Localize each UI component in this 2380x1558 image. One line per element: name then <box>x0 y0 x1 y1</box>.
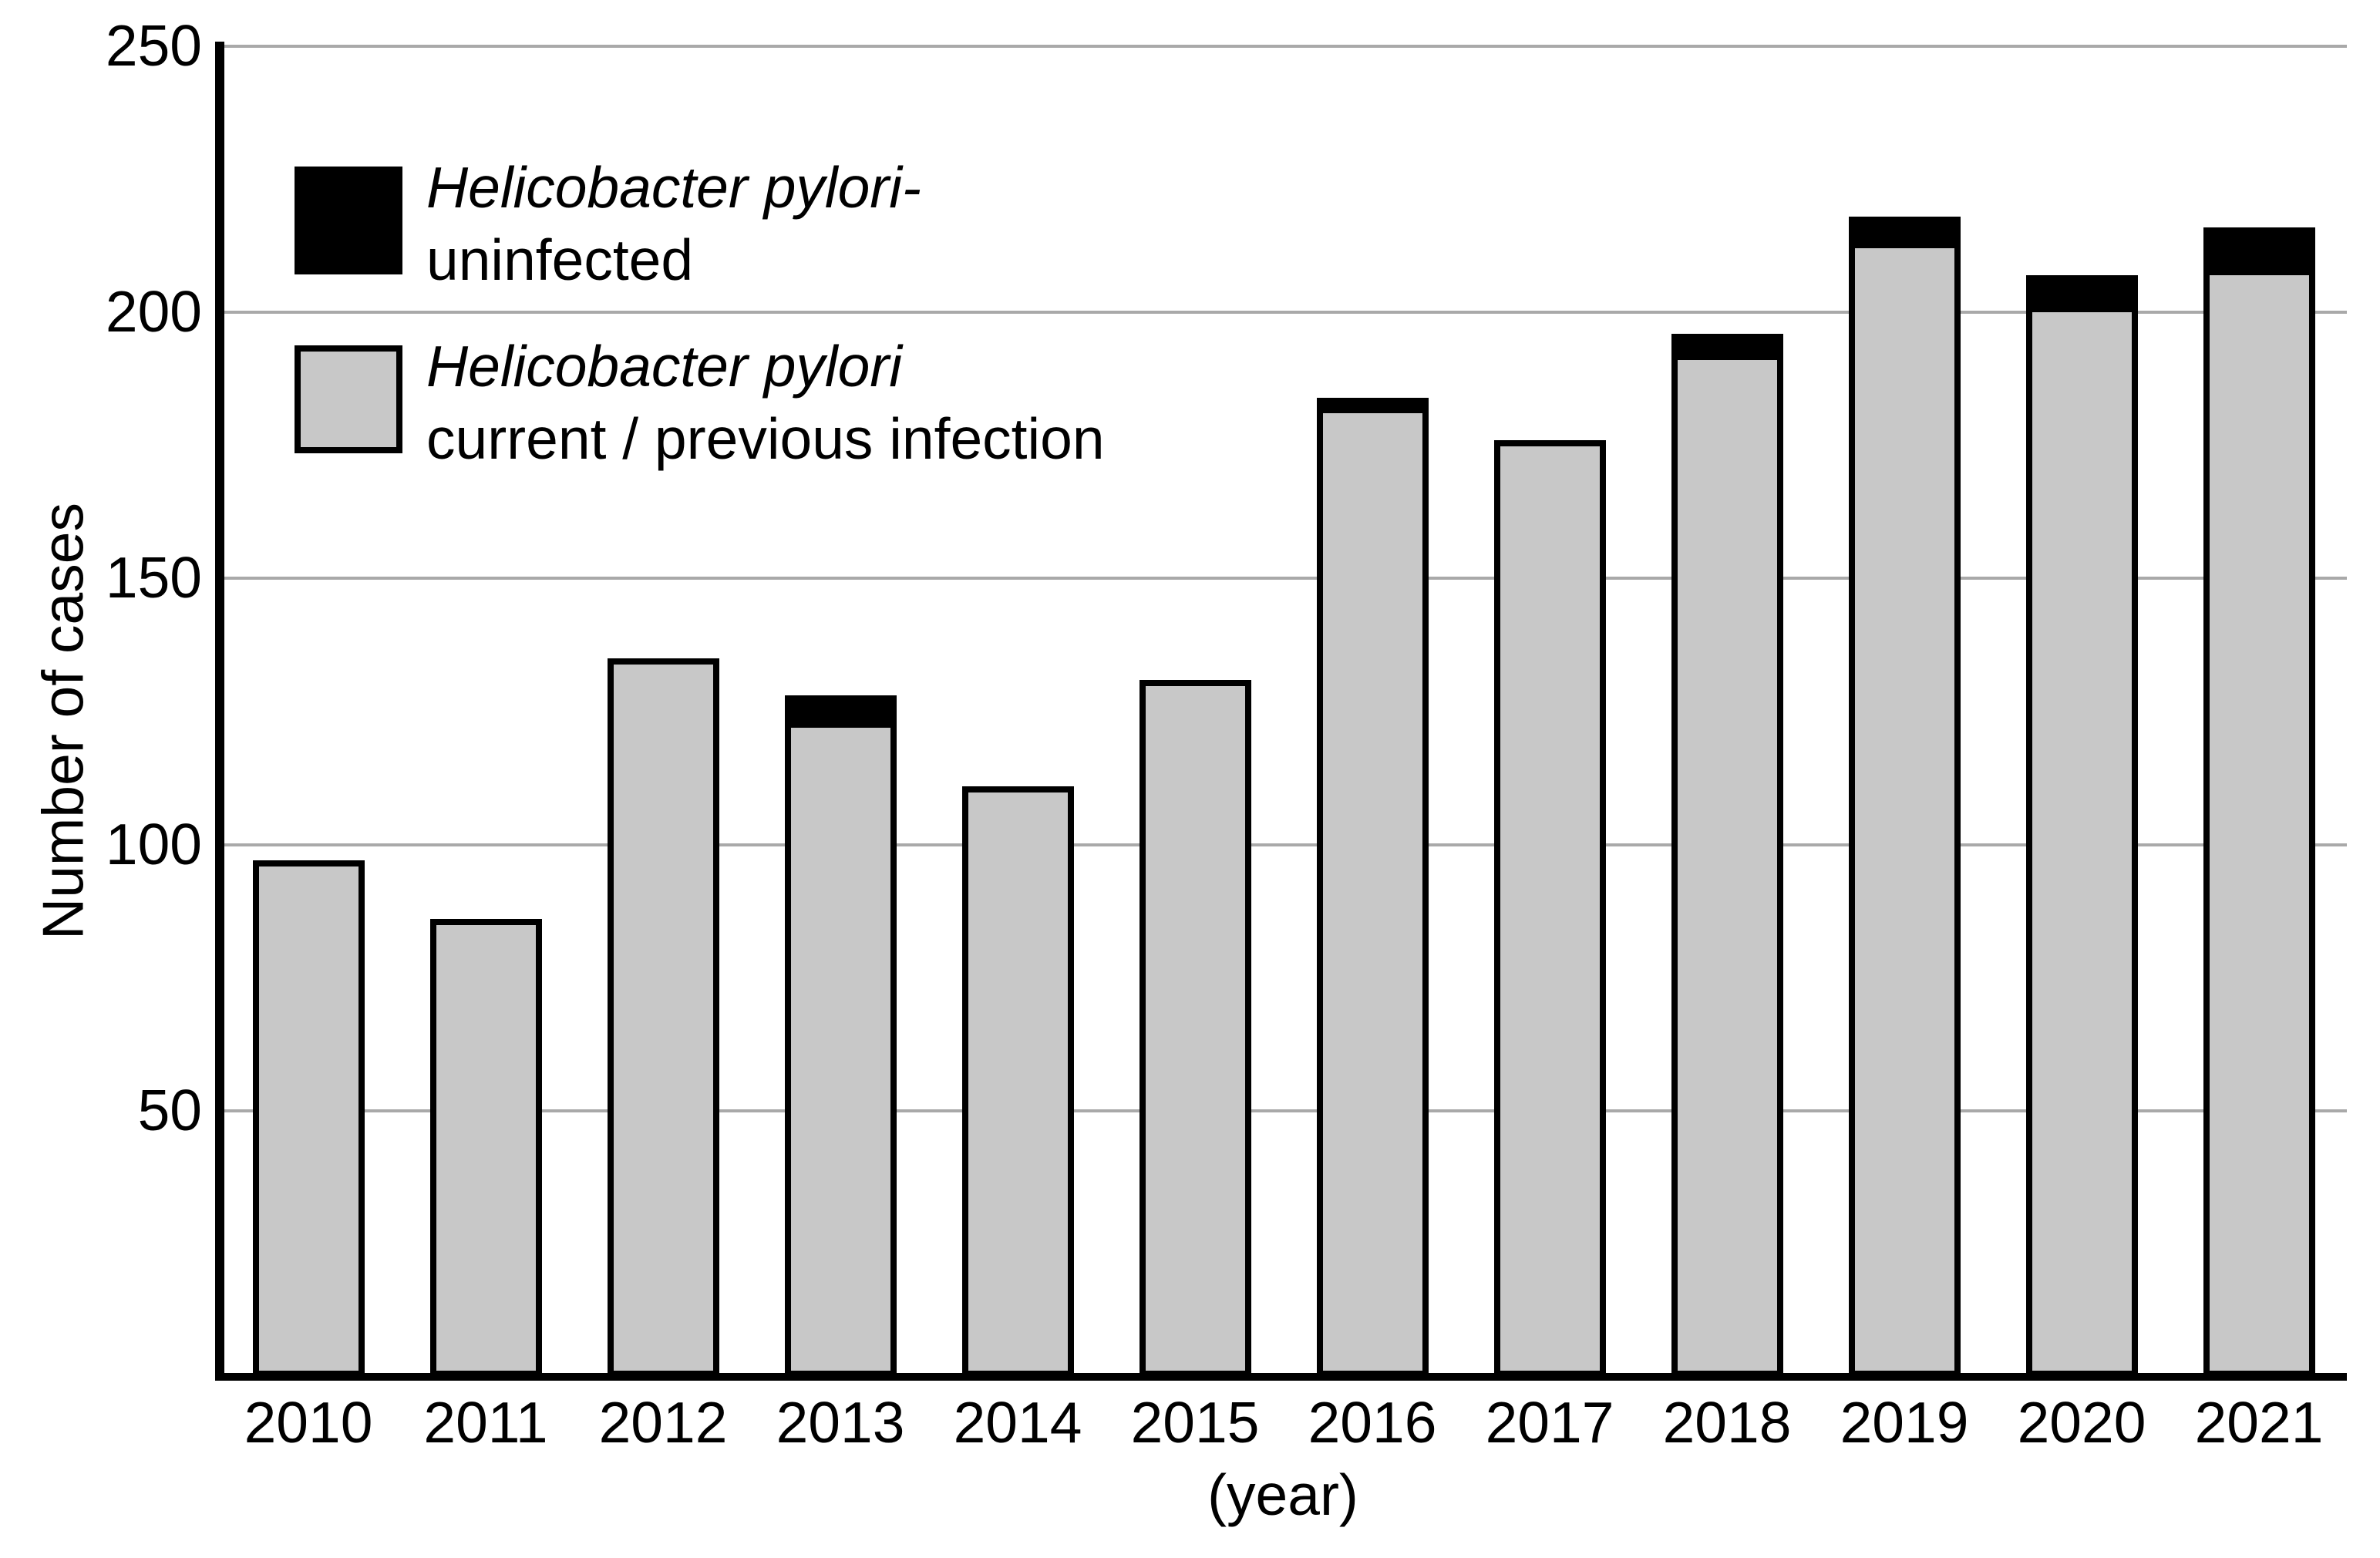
bar-2020-infected <box>2032 312 2132 1371</box>
bar-2018-infected <box>1677 360 1777 1371</box>
y-axis-line <box>215 42 224 1381</box>
x-axis-title: (year) <box>1207 1462 1358 1527</box>
x-tick-label-2014: 2014 <box>953 1390 1082 1455</box>
x-tick-label-2011: 2011 <box>423 1390 548 1455</box>
y-tick-label-250: 250 <box>105 13 202 78</box>
bar-2016-infected <box>1322 413 1422 1371</box>
x-tick-label-2016: 2016 <box>1308 1390 1437 1455</box>
gridline-50 <box>220 1109 2347 1112</box>
gridline-150 <box>220 577 2347 580</box>
bar-2012-infected <box>613 664 713 1371</box>
x-tick-label-2020: 2020 <box>2017 1390 2146 1455</box>
bar-2015-infected <box>1145 685 1245 1371</box>
bar-2014-infected <box>968 792 1068 1371</box>
gridline-200 <box>220 311 2347 315</box>
x-tick-label-2017: 2017 <box>1485 1390 1614 1455</box>
bar-2013-infected <box>790 727 890 1371</box>
legend-swatch-uninfected <box>295 167 402 274</box>
bar-2021-infected <box>2209 274 2309 1371</box>
gridline-100 <box>220 843 2347 846</box>
x-tick-label-2015: 2015 <box>1130 1390 1260 1455</box>
bar-2011-infected <box>436 925 536 1371</box>
legend-infected-line1: Helicobacter pylori <box>426 334 902 399</box>
x-tick-label-2010: 2010 <box>244 1390 373 1455</box>
x-axis-line <box>215 1373 2347 1381</box>
bar-2019-infected <box>1854 248 1954 1371</box>
y-tick-label-150: 150 <box>105 545 202 611</box>
x-tick-label-2013: 2013 <box>776 1390 905 1455</box>
legend-infected-line2: current / previous infection <box>426 406 1105 471</box>
bar-2010-infected <box>258 866 359 1371</box>
bar-2017-infected <box>1500 446 1600 1371</box>
x-tick-label-2019: 2019 <box>1840 1390 1969 1455</box>
x-tick-label-2018: 2018 <box>1662 1390 1792 1455</box>
y-tick-label-50: 50 <box>137 1077 202 1142</box>
x-tick-label-2012: 2012 <box>598 1390 728 1455</box>
legend-uninfected-line1: Helicobacter pylori- <box>426 155 921 220</box>
x-tick-label-2021: 2021 <box>2194 1390 2324 1455</box>
y-tick-label-200: 200 <box>105 279 202 345</box>
y-tick-label-100: 100 <box>105 811 202 877</box>
legend-uninfected-line2: uninfected <box>426 227 694 292</box>
gridline-250 <box>220 45 2347 48</box>
y-axis-title: Number of cases <box>30 503 96 940</box>
legend-swatch-infected <box>295 345 402 453</box>
